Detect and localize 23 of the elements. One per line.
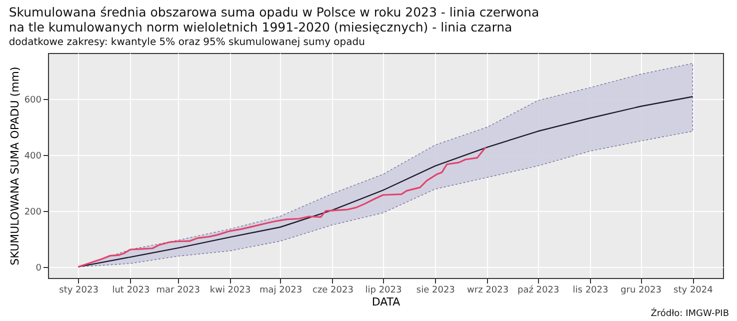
x-tick-label: sie 2023 xyxy=(416,286,455,296)
x-tick-label: kwi 2023 xyxy=(210,286,251,296)
x-tick-label: mar 2023 xyxy=(156,286,200,296)
x-tick-label: paź 2023 xyxy=(517,284,560,296)
x-tick-label: lip 2023 xyxy=(365,286,402,296)
x-tick-label: sty 2023 xyxy=(59,286,98,296)
x-tick-label: sty 2024 xyxy=(674,286,714,296)
chart-subtitle: dodatkowe zakresy: kwantyle 5% oraz 95% skumulowanej sumy opadu xyxy=(8,37,365,48)
y-tick-label: 600 xyxy=(24,96,42,106)
x-tick-label: wrz 2023 xyxy=(467,286,509,296)
line-series xyxy=(78,146,486,268)
text: Źródło: IMGW-PIB xyxy=(650,309,729,319)
y-tick-label: 200 xyxy=(24,207,42,218)
y-tick-label: 0 xyxy=(36,263,42,274)
x-tick-label: lis 2023 xyxy=(572,286,608,296)
x-axis-title: DATA xyxy=(372,296,401,308)
x-tick-label: cze 2023 xyxy=(312,286,354,296)
x-tick-label: gru 2023 xyxy=(620,286,662,296)
x-tick-label: maj 2023 xyxy=(260,286,302,296)
y-tick-label: 400 xyxy=(24,152,42,162)
x-tick-label: lut 2023 xyxy=(112,286,150,296)
y-axis-title: SKUMULOWANA SUMA OPADU (mm) xyxy=(8,66,22,266)
chart-title: Skumulowana średnia obszarowa suma opadu w Polsce w roku 2023 - linia czerwona na tle kumulowanych norm wieloletnich 1991-2020 (miesięcznych) - linia czarna xyxy=(8,4,540,34)
